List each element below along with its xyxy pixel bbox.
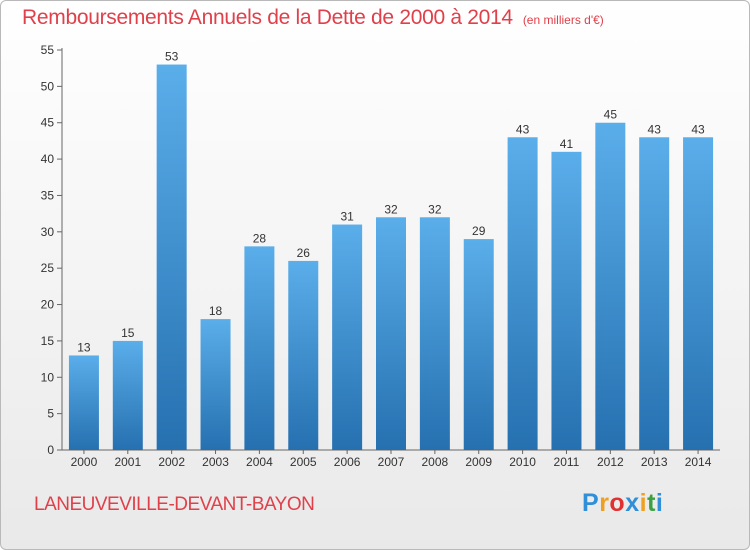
logo-letter: i bbox=[655, 489, 664, 517]
x-tick-label: 2010 bbox=[509, 455, 536, 469]
bar bbox=[288, 260, 319, 450]
bar bbox=[68, 355, 99, 450]
data-label: 26 bbox=[297, 246, 311, 260]
logo-letter: i bbox=[639, 489, 648, 517]
data-label: 15 bbox=[121, 326, 135, 340]
bar bbox=[112, 340, 143, 450]
x-tick-label: 2001 bbox=[114, 455, 141, 469]
bar bbox=[332, 224, 363, 450]
bar bbox=[156, 64, 187, 450]
data-label: 32 bbox=[384, 202, 398, 216]
x-tick-label: 2009 bbox=[465, 455, 492, 469]
logo-letter: t bbox=[647, 489, 656, 517]
y-tick-label: 45 bbox=[41, 116, 55, 130]
bar bbox=[419, 217, 450, 450]
y-tick-label: 20 bbox=[41, 298, 55, 312]
y-tick-label: 25 bbox=[41, 261, 55, 275]
logo-letter: x bbox=[625, 489, 640, 517]
x-tick-label: 2004 bbox=[246, 455, 273, 469]
x-tick-label: 2000 bbox=[71, 455, 98, 469]
data-label: 43 bbox=[516, 122, 530, 136]
bar bbox=[376, 217, 406, 450]
chart-title: Remboursements Annuels de la Dette de 20… bbox=[22, 6, 513, 29]
data-label: 18 bbox=[209, 304, 223, 318]
data-label: 53 bbox=[165, 50, 179, 64]
y-tick-label: 15 bbox=[41, 334, 55, 348]
x-tick-label: 2011 bbox=[554, 455, 580, 469]
data-label: 43 bbox=[648, 122, 662, 136]
data-label: 29 bbox=[472, 224, 486, 238]
x-tick-label: 2014 bbox=[685, 455, 712, 469]
data-label: 41 bbox=[560, 137, 574, 151]
chart-subtitle: (en milliers d'€) bbox=[522, 13, 604, 27]
data-label: 45 bbox=[604, 108, 618, 122]
y-tick-label: 55 bbox=[41, 43, 55, 57]
data-label: 32 bbox=[428, 202, 442, 216]
data-label: 31 bbox=[340, 210, 354, 224]
bar bbox=[507, 137, 538, 451]
x-tick-label: 2003 bbox=[202, 455, 229, 469]
y-tick-label: 35 bbox=[41, 188, 55, 202]
logo-letter: o bbox=[609, 489, 626, 517]
chart-title-row: Remboursements Annuels de la Dette de 20… bbox=[22, 6, 604, 30]
logo-letter: r bbox=[599, 489, 610, 517]
bar bbox=[639, 137, 670, 451]
data-label: 13 bbox=[77, 340, 91, 354]
y-tick-label: 40 bbox=[41, 152, 55, 166]
x-tick-label: 2005 bbox=[290, 455, 317, 469]
commune-name: LANEUVEVILLE-DEVANT-BAYON bbox=[34, 494, 315, 515]
y-tick-label: 0 bbox=[47, 443, 54, 457]
data-label: 43 bbox=[691, 122, 705, 136]
x-tick-label: 2012 bbox=[597, 455, 624, 469]
y-tick-label: 5 bbox=[47, 407, 54, 421]
y-tick-label: 30 bbox=[41, 225, 55, 239]
x-tick-label: 2008 bbox=[422, 455, 449, 469]
bar bbox=[463, 239, 494, 450]
x-tick-label: 2002 bbox=[158, 455, 185, 469]
bar bbox=[551, 151, 582, 450]
proxiti-logo: Proxiti bbox=[582, 489, 663, 518]
data-label: 28 bbox=[253, 231, 267, 245]
bar bbox=[683, 137, 714, 451]
x-tick-label: 2006 bbox=[334, 455, 361, 469]
y-tick-label: 10 bbox=[41, 370, 55, 384]
logo-letter: P bbox=[582, 489, 600, 517]
x-tick-label: 2007 bbox=[378, 455, 405, 469]
bar bbox=[200, 319, 231, 450]
bar bbox=[244, 246, 275, 450]
x-tick-label: 2013 bbox=[641, 455, 668, 469]
y-tick-label: 50 bbox=[41, 79, 55, 93]
bar bbox=[595, 122, 626, 451]
